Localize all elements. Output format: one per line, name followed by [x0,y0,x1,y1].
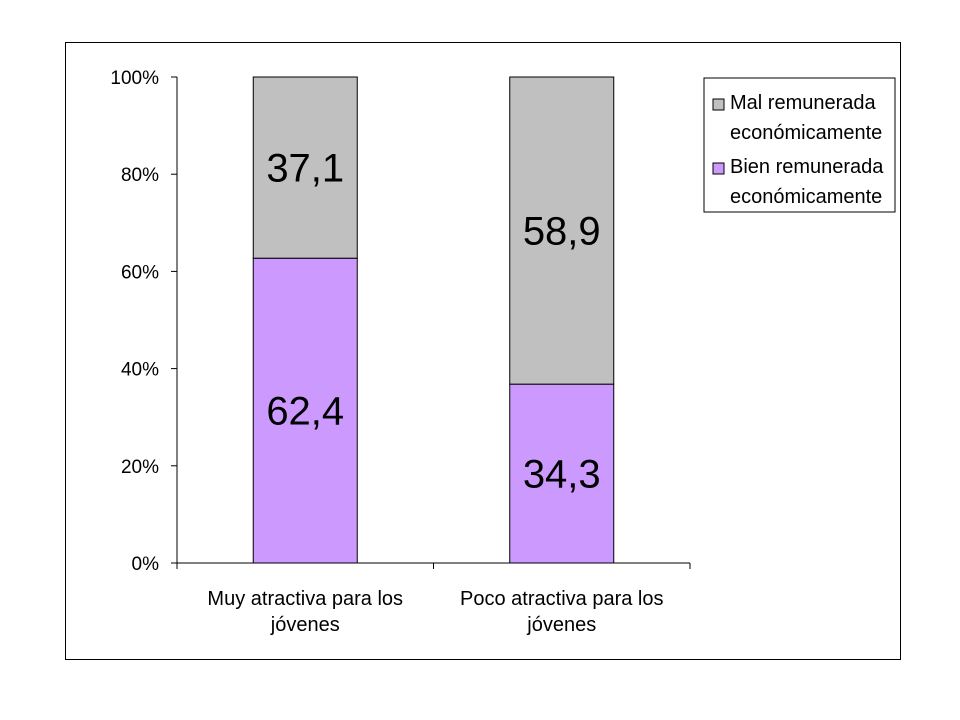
data-label: 37,1 [266,147,344,191]
legend-entry: Bien remunerada económicamente [730,156,884,208]
x-category-label: Poco atractiva para los jóvenes [460,588,663,636]
y-tick-label: 0% [132,554,160,575]
y-tick-label: 80% [121,165,159,186]
y-tick-label: 40% [121,360,159,381]
legend-swatch [712,98,725,111]
x-category-label-line-1: jóvenes [526,614,596,636]
legend-entry-line: económicamente [730,122,882,144]
x-category-label-line-0: Muy atractiva para los [207,588,403,610]
bar-segment-0-1 [252,76,358,259]
x-category-label-line-1: jóvenes [270,614,340,636]
x-category-label-line-0: Poco atractiva para los [460,588,663,610]
y-tick-label: 20% [121,457,159,478]
legend-entry-line: económicamente [730,186,882,208]
y-tick-label: 100% [110,68,159,89]
legend-entry-line: Mal remunerada [730,92,877,114]
legend-entry: Mal remunerada económicamente [730,92,882,144]
data-label: 58,9 [523,210,601,254]
legend-box [703,77,896,213]
bar-segment-1-1 [509,76,615,385]
legend-swatch [712,162,725,175]
legend-entry-line: Bien remunerada [730,156,884,178]
data-label: 62,4 [266,390,344,434]
data-label: 34,3 [523,453,601,497]
bar-segment-0-0 [252,257,358,564]
bar-segment-1-0 [509,383,615,564]
x-category-label: Muy atractiva para los jóvenes [207,588,403,636]
y-tick-label: 60% [121,262,159,283]
